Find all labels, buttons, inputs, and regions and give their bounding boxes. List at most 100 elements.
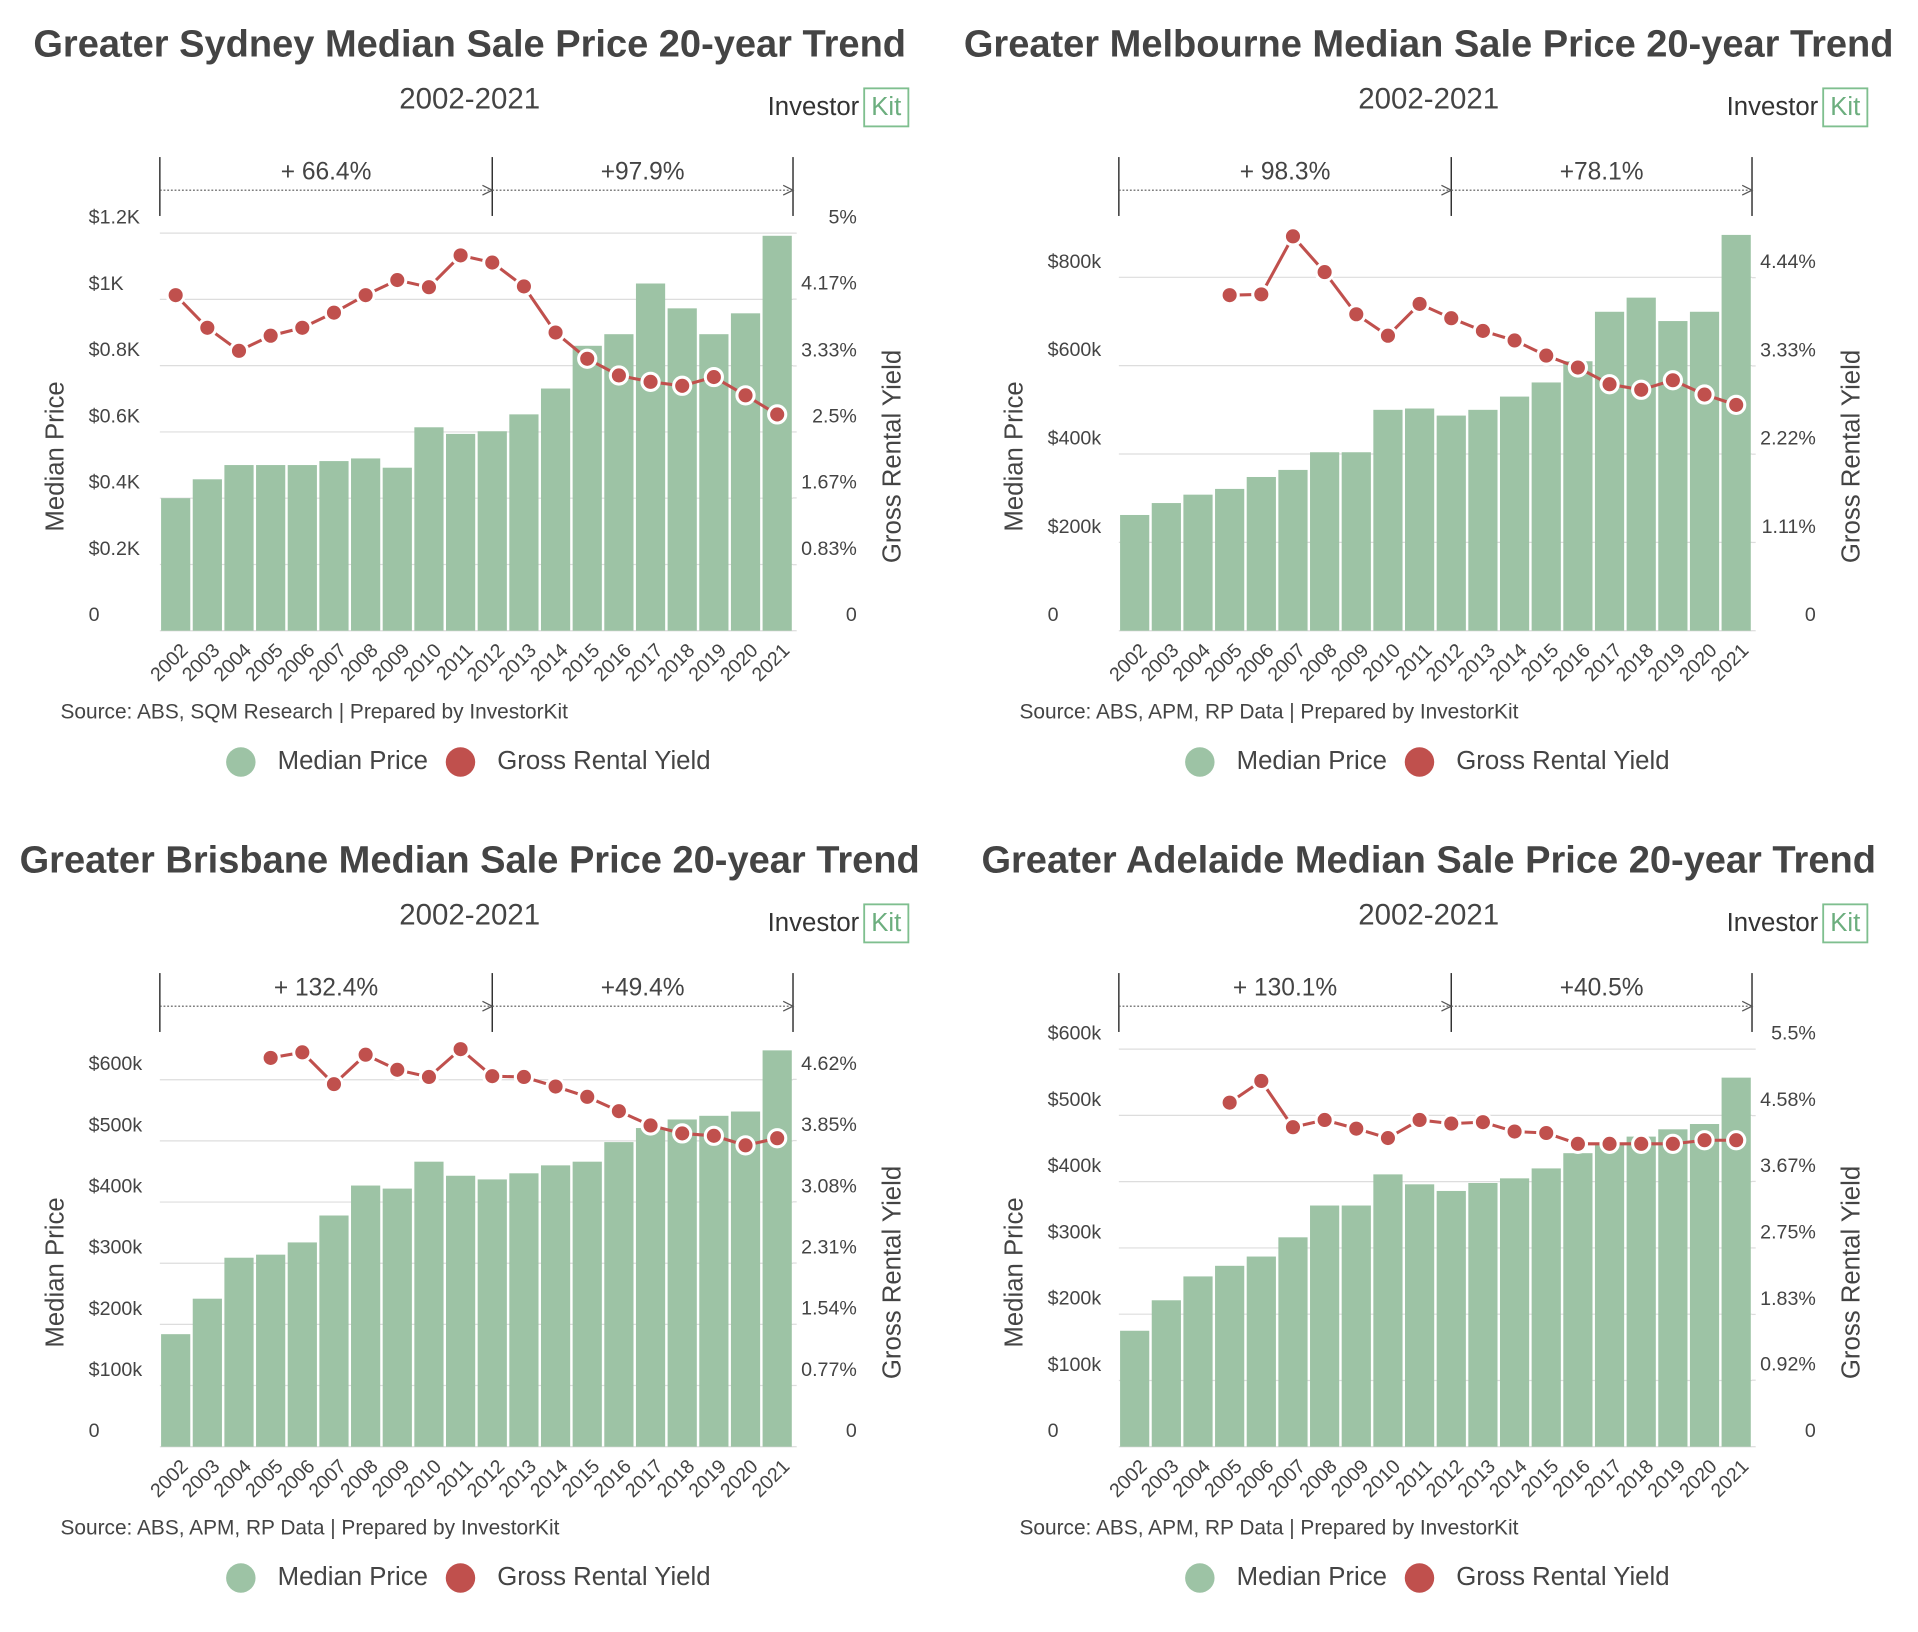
y-tick-label: $500k [89,1114,143,1136]
bar [446,433,476,631]
yield-dot [608,365,630,386]
bar [1563,361,1593,631]
yield-dot [767,1128,788,1149]
yield-dot [1726,394,1747,416]
yield-dot [1504,1121,1525,1142]
yield-dot [1377,1127,1399,1149]
chart-subtitle: 2002-2021 [1358,82,1499,115]
legend-label: Median Price [278,747,428,775]
bar [1341,1205,1371,1447]
bar [1436,415,1466,631]
yield-dot [1567,1133,1589,1154]
legend-marker [226,747,256,777]
bar [477,1179,507,1447]
yield-dot [1441,1113,1462,1134]
yield-dot [1282,1117,1304,1138]
y2-tick-label: 0.83% [801,538,857,560]
x-tick-label: 2021 [1707,1456,1753,1502]
yield-dot [1536,1122,1557,1144]
chart-panel: Greater Adelaide Median Sale Price 20-ye… [959,816,1918,1632]
bar [382,467,412,631]
yield-dot [1567,357,1589,378]
legend-label: Median Price [278,1563,428,1591]
legend-marker [1404,747,1435,777]
bar [192,479,222,631]
legend-label: Median Price [1237,1563,1387,1591]
yield-dot [1631,1133,1652,1154]
yield-dot [1472,320,1494,342]
arrow-head [1741,184,1754,196]
chart-title: Greater Adelaide Median Sale Price 20-ye… [981,840,1875,882]
y-axis-label: Median Price [42,1197,70,1347]
y-axis-label: Median Price [1001,381,1029,531]
y-tick-label: 0 [89,1420,100,1442]
yield-dot [482,1066,503,1087]
bar [1531,382,1561,631]
y2-tick-label: 1.83% [1760,1288,1816,1310]
source: Source: ABS, APM, RP Data | Prepared by … [1019,700,1518,723]
bar [1120,514,1150,631]
bar [319,461,349,631]
y2-tick-label: 2.22% [1760,428,1816,450]
logo-box [1822,903,1869,944]
yield-dot [672,375,693,396]
bar [1373,1174,1403,1447]
annotation: + 98.3% [1240,159,1331,186]
annotation: + 130.1% [1233,975,1337,1002]
yield-dot [735,385,756,406]
legend-label: Median Price [1237,747,1387,775]
y2-tick-label: 4.58% [1760,1089,1816,1111]
bar [319,1215,349,1447]
yield-dot [1409,1109,1430,1131]
y2-tick-label: 3.33% [801,339,857,361]
bar [667,1119,697,1447]
y-tick-label: $600k [1048,339,1102,361]
bar [667,308,697,631]
source: Source: ABS, SQM Research | Prepared by … [60,700,568,723]
bar [540,1165,571,1447]
bar [256,1254,286,1447]
y2-tick-label: 4.17% [801,273,857,295]
y-tick-label: $300k [89,1237,143,1259]
bar [256,465,286,631]
chart-panel: Greater Brisbane Median Sale Price 20-ye… [0,816,959,1632]
yield-dot [197,317,218,338]
yield-dot [1472,1112,1494,1133]
legend-label: Gross Rental Yield [497,1563,710,1591]
y-tick-label: $600k [89,1053,143,1075]
bar [1373,409,1403,631]
yield-dot [292,317,313,338]
annotation: +49.4% [601,975,685,1002]
bar [604,1142,634,1447]
bar [1405,1184,1435,1447]
yield-dot [418,277,440,298]
yield-dot [292,1042,313,1063]
bar [414,427,444,631]
y2-tick-label: 2.31% [801,1236,857,1258]
bar [1658,1129,1688,1447]
bar [1626,297,1656,631]
y2-tick-label: 0 [846,1420,857,1442]
bar [1468,409,1498,631]
yield-dot [545,322,566,343]
bar [477,431,507,631]
bar [1658,321,1688,631]
yield-dot [1536,345,1557,366]
yield-dot [418,1066,440,1088]
y-axis-label: Median Price [1001,1197,1029,1347]
bar [1310,1205,1340,1447]
yield-dot [1251,1070,1272,1092]
y2-tick-label: 1.67% [801,471,857,493]
y-tick-label: $600k [1048,1023,1102,1045]
yield-dot [608,1101,630,1122]
yield-dot [703,1125,724,1146]
yield-dot [1694,384,1715,405]
bar [287,465,317,631]
yield-dot [735,1135,756,1156]
logo-mark: Kit [871,909,901,937]
yield-dot [228,340,250,361]
annotation: +40.5% [1560,975,1644,1002]
legend-marker [445,747,476,777]
bar [1120,1330,1150,1447]
yield-dot [1599,1133,1620,1154]
